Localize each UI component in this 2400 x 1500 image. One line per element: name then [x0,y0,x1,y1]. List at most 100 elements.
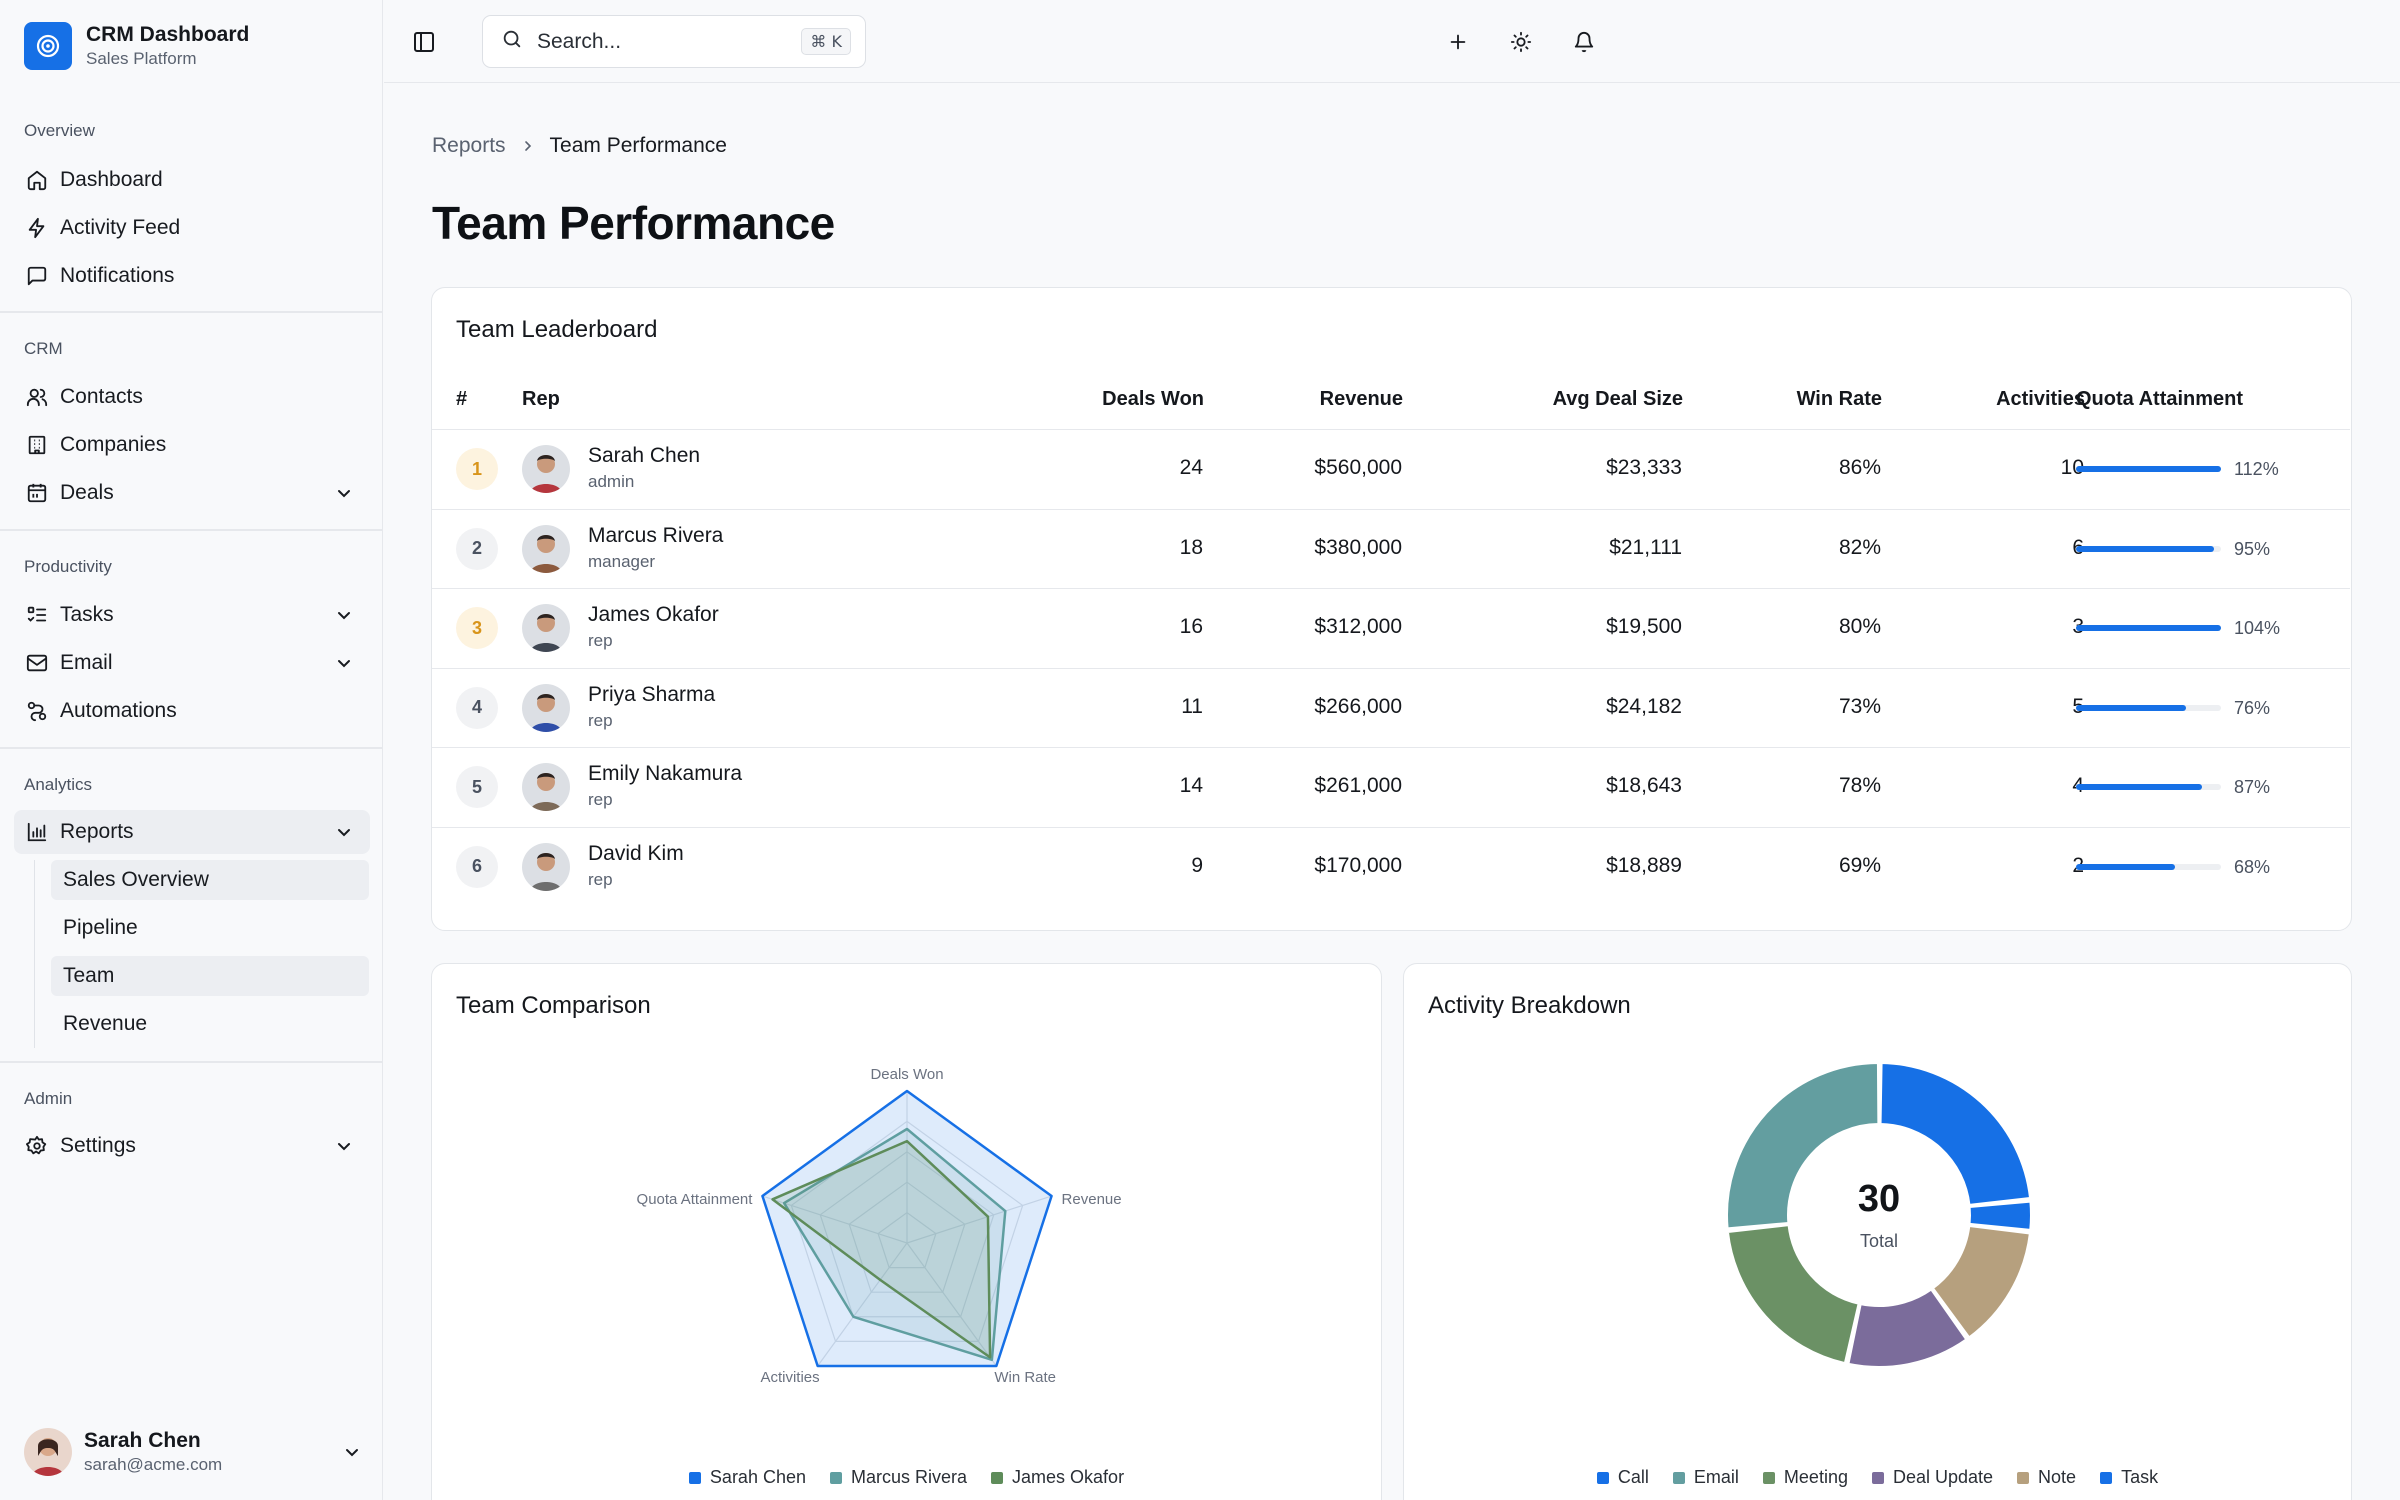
legend-swatch [1871,1471,1884,1484]
cell-activities: 10 [2060,456,2084,479]
sidebar-item-email[interactable]: Email [14,641,370,685]
quota-value: 68% [2234,856,2271,877]
notifications-button[interactable] [1568,26,1600,58]
theme-toggle-button[interactable] [1505,26,1537,58]
column-header-deals-won[interactable]: Deals Won [1102,388,1204,410]
column-header-avg-deal-size[interactable]: Avg Deal Size [1552,388,1683,410]
cell-avg-deal-size: $18,643 [1606,774,1682,797]
add-button[interactable] [1442,26,1474,58]
sidebar-item-activity-feed[interactable]: Activity Feed [14,206,370,250]
rep-name[interactable]: James Okafor [588,603,719,626]
sidebar-item-tasks[interactable]: Tasks [14,593,370,637]
chevron-down-icon[interactable] [340,1440,364,1464]
legend-label: Sarah Chen [709,1467,806,1487]
quota-value: 95% [2234,538,2271,559]
legend-item[interactable]: Task [2100,1467,2158,1488]
rep-name[interactable]: Priya Sharma [588,682,716,706]
sidebar-item-dashboard[interactable]: Dashboard [14,158,370,202]
legend-item[interactable]: Call [1596,1467,1649,1488]
legend-swatch [991,1471,1004,1484]
search-box[interactable]: ⌘ K [482,15,866,68]
calendar-icon [24,480,50,506]
table-row[interactable]: 2 Marcus Rivera manager 18 $380,000 $21,111 82… [432,508,2350,588]
sidebar-item-notifications[interactable]: Notifications [14,254,370,298]
quota-value: 112% [2234,459,2279,479]
rep-role: rep [588,631,613,650]
donut-slice-note[interactable] [1931,1224,2031,1339]
rep-name[interactable]: Sarah Chen [588,444,701,467]
subnav-item-sales-overview[interactable]: Sales Overview [51,860,369,900]
table-row[interactable]: 1 Sarah Chen admin 24 $560,000 $23,333 86% 10 11… [432,429,2350,508]
legend-item[interactable]: Sarah Chen [688,1467,806,1488]
subnav-item-team[interactable]: Team [51,956,369,996]
users-icon [24,384,50,410]
rank-badge: 2 [456,527,498,570]
legend-item[interactable]: Meeting [1762,1467,1848,1488]
legend-item[interactable]: Deal Update [1871,1467,1993,1488]
column-header-rep: Rep [522,388,560,410]
donut-slice-task[interactable] [1968,1200,2032,1231]
team-comparison-card: Team Comparison Deals Won Revenue Win Rate… [431,963,1382,1500]
avatar [522,763,570,811]
donut-slice-deal-update[interactable] [1847,1288,1968,1368]
sidebar-item-contacts[interactable]: Contacts [14,375,370,419]
donut-chart: 30 Total [1726,1061,2032,1368]
donut-slice-meeting[interactable] [1726,1224,1860,1365]
chevron-down-icon[interactable] [332,820,356,844]
radar-series-james-okafor[interactable] [771,1139,992,1359]
sidebar-item-companies[interactable]: Companies [14,423,370,467]
rep-name[interactable]: Emily Nakamura [588,762,743,785]
cell-deals-won: 14 [1179,774,1203,797]
column-header-activities[interactable]: Activities [1996,388,2085,410]
radar-series-marcus-rivera[interactable] [782,1127,1007,1362]
rep-name[interactable]: Marcus Rivera [588,523,724,547]
search-input[interactable] [537,29,777,54]
breadcrumb-link-reports[interactable]: Reports [432,134,506,157]
sidebar-item-deals[interactable]: Deals [14,471,370,515]
cell-win-rate: 73% [1838,694,1881,718]
sidebar-item-reports[interactable]: Reports [14,810,370,854]
rank-badge: 4 [456,686,498,729]
chevron-down-icon[interactable] [332,603,356,627]
donut-slice-call[interactable] [1879,1062,2032,1206]
chevron-down-icon[interactable] [332,1134,356,1158]
user-menu[interactable]: Sarah Chen sarah@acme.com [24,1426,364,1478]
legend-item[interactable]: Email [1672,1467,1739,1488]
cell-deals-won: 24 [1179,456,1203,479]
chevron-down-icon[interactable] [332,481,356,505]
cell-avg-deal-size: $21,111 [1609,535,1682,559]
cell-deals-won: 16 [1179,615,1203,638]
brand[interactable]: CRM Dashboard Sales Platform [24,22,249,70]
nav-group-label-overview: Overview [24,121,95,140]
legend-item[interactable]: Marcus Rivera [830,1467,967,1488]
column-header-revenue[interactable]: Revenue [1319,388,1403,410]
sidebar-divider [0,529,383,531]
message-square-icon [24,263,50,289]
workflow-icon [24,698,50,724]
column-header-quota-attainment[interactable]: Quota Attainment [2076,388,2244,410]
sidebar-toggle-button[interactable] [408,26,440,58]
legend-item[interactable]: James Okafor [991,1467,1124,1488]
subnav-item-pipeline[interactable]: Pipeline [63,916,138,939]
legend-item[interactable]: Note [2017,1467,2076,1488]
avatar [522,604,570,652]
radar-grid-ring [790,1120,1024,1342]
radar-grid-ring [819,1151,995,1318]
chevron-down-icon[interactable] [332,651,356,675]
subnav-item-revenue[interactable]: Revenue [63,1012,148,1035]
rank-badge: 3 [456,607,498,649]
sidebar-item-automations[interactable]: Automations [14,689,370,733]
radar-series-sarah-chen[interactable] [761,1089,1053,1368]
donut-slice-email[interactable] [1726,1061,1880,1230]
sidebar-item-settings[interactable]: Settings [14,1124,370,1168]
page-title: Team Performance [432,197,835,249]
column-header-win-rate[interactable]: Win Rate [1796,388,1882,410]
panel-left-icon [414,32,434,52]
breadcrumb: Reports Team Performance [432,134,727,158]
radar-grid-ring [848,1181,966,1293]
rep-name[interactable]: David Kim [588,841,684,865]
